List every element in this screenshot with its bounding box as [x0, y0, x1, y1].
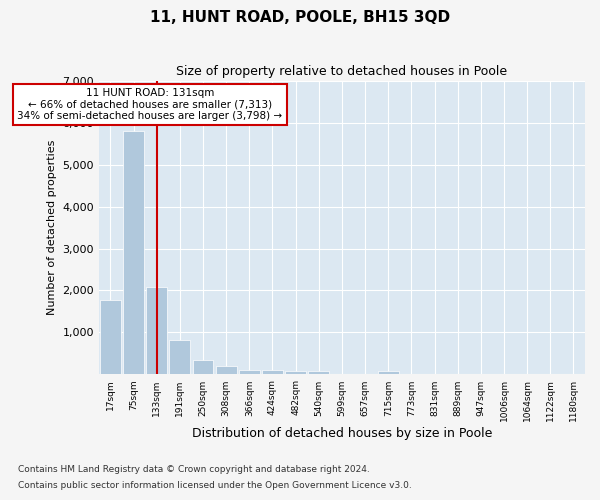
- Bar: [100, 300, 121, 374]
- Text: 11 HUNT ROAD: 131sqm
← 66% of detached houses are smaller (7,313)
34% of semi-de: 11 HUNT ROAD: 131sqm ← 66% of detached h…: [17, 88, 283, 122]
- Bar: [378, 370, 398, 374]
- Bar: [123, 131, 144, 374]
- Bar: [146, 287, 167, 374]
- Bar: [193, 360, 214, 374]
- Bar: [308, 372, 329, 374]
- X-axis label: Distribution of detached houses by size in Poole: Distribution of detached houses by size …: [192, 427, 492, 440]
- Y-axis label: Number of detached properties: Number of detached properties: [47, 140, 57, 315]
- Bar: [239, 370, 260, 374]
- Bar: [285, 371, 306, 374]
- Text: Contains HM Land Registry data © Crown copyright and database right 2024.: Contains HM Land Registry data © Crown c…: [18, 466, 370, 474]
- Title: Size of property relative to detached houses in Poole: Size of property relative to detached ho…: [176, 65, 508, 78]
- Text: 11, HUNT ROAD, POOLE, BH15 3QD: 11, HUNT ROAD, POOLE, BH15 3QD: [150, 10, 450, 25]
- Bar: [216, 366, 236, 374]
- Bar: [169, 340, 190, 374]
- Bar: [262, 370, 283, 374]
- Text: Contains public sector information licensed under the Open Government Licence v3: Contains public sector information licen…: [18, 480, 412, 490]
